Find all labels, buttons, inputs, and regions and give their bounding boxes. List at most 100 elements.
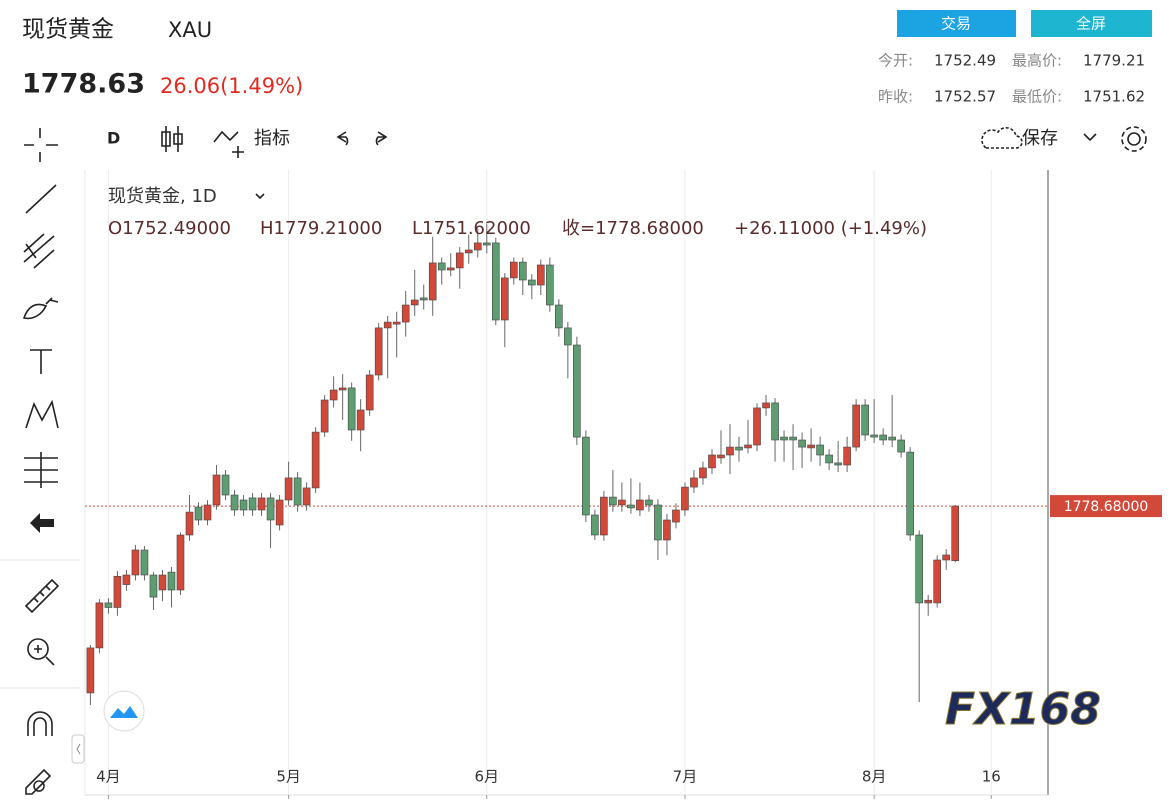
- candle-body: [726, 446, 734, 456]
- line-tool[interactable]: [25, 184, 57, 214]
- candle-body: [203, 504, 212, 521]
- x-tick-label: 5月: [276, 768, 301, 786]
- magnet-tool[interactable]: [27, 711, 53, 736]
- stat-label: 昨收:: [878, 88, 913, 106]
- symbol: XAU: [168, 18, 212, 42]
- settings-icon[interactable]: [1127, 132, 1141, 146]
- plot-area: [85, 170, 1048, 799]
- indicator-icon[interactable]: [213, 130, 244, 158]
- fullscreen-button-label[interactable]: 全屏: [1076, 15, 1106, 33]
- candle-body: [194, 506, 203, 521]
- candle-body: [293, 477, 302, 506]
- candle-body: [302, 487, 311, 506]
- stat-value: 1752.57: [934, 88, 996, 106]
- drawing-toolbar: [0, 184, 85, 795]
- fullscreen-button[interactable]: [1031, 10, 1152, 37]
- candle-body: [464, 249, 473, 254]
- candle-body: [482, 242, 491, 246]
- chart-type-icon[interactable]: [161, 126, 183, 152]
- candle-body: [113, 575, 122, 608]
- candle-body: [951, 505, 960, 561]
- settings-gear[interactable]: [1121, 126, 1147, 152]
- ohlc-label: H1779.21000: [260, 218, 382, 239]
- interval[interactable]: D: [107, 129, 120, 148]
- candle-body: [600, 496, 608, 536]
- candle-body: [636, 499, 644, 511]
- candle-body: [383, 321, 392, 329]
- candle-body: [789, 436, 797, 441]
- zoom-tool-plus: [34, 645, 55, 666]
- interval-chevron[interactable]: [255, 193, 265, 200]
- chart-title: 现货黄金, 1D: [108, 186, 217, 207]
- stat-value: 1779.21: [1083, 52, 1145, 70]
- logo-icon: [110, 706, 138, 718]
- candle-body: [428, 262, 437, 301]
- ohlc-label: O1752.49000: [108, 218, 231, 239]
- candle-body: [528, 279, 536, 286]
- candle-body: [374, 327, 383, 376]
- candle-body: [924, 599, 932, 604]
- indicators-button[interactable]: 指标: [254, 128, 290, 149]
- candle-body: [212, 474, 221, 506]
- candle-body: [86, 647, 95, 694]
- pattern-tool[interactable]: [25, 399, 59, 429]
- fib-tool[interactable]: [23, 233, 55, 269]
- brush-tool[interactable]: [22, 297, 59, 320]
- candle-body: [807, 444, 815, 449]
- candle-body: [654, 504, 662, 541]
- candle-body: [591, 514, 599, 536]
- stat-label: 今开:: [878, 52, 913, 70]
- candle-body: [933, 559, 941, 604]
- ohlc-legend: O1752.49000 H1779.21000 L1751.62000 收=1778.…: [108, 218, 927, 239]
- candle-body: [672, 509, 680, 523]
- text-tool[interactable]: [30, 349, 52, 374]
- candle-body: [311, 431, 320, 489]
- candle-body: [401, 304, 410, 323]
- candle-body: [455, 252, 464, 269]
- x-tick-label: 16: [982, 768, 1001, 786]
- candle-body: [131, 549, 140, 576]
- candle-body: [609, 496, 617, 506]
- candle-body: [122, 574, 131, 585]
- save-button[interactable]: 保存: [1022, 128, 1058, 149]
- candle-body: [753, 407, 761, 446]
- candle-body: [419, 297, 428, 301]
- back-icon[interactable]: [30, 513, 54, 533]
- candle-body: [329, 389, 338, 401]
- candle-body: [185, 511, 194, 536]
- candle-body: [708, 454, 716, 469]
- candle-body: [663, 519, 671, 541]
- ruler-tool[interactable]: [24, 578, 60, 614]
- watermark: FX168: [945, 684, 1101, 735]
- candle-body: [915, 534, 923, 604]
- candle-body: [906, 451, 914, 536]
- save-menu[interactable]: [1083, 133, 1097, 142]
- candle-body: [843, 446, 851, 466]
- candle-body: [627, 504, 635, 509]
- candle-body: [410, 299, 419, 306]
- candle-body: [681, 486, 689, 511]
- ohlc-label: +26.11000 (+1.49%): [734, 218, 927, 239]
- candle-body: [500, 277, 509, 321]
- candle-body: [347, 387, 356, 431]
- cloud-save-icon[interactable]: [981, 127, 1023, 149]
- crosshair-tool[interactable]: [24, 128, 58, 162]
- candle-body: [230, 494, 239, 511]
- candle-body: [320, 399, 329, 433]
- candle-body: [762, 402, 770, 409]
- zoom-tool[interactable]: [27, 638, 49, 660]
- trade-button-label[interactable]: 交易: [941, 15, 971, 33]
- candle-body: [275, 499, 284, 526]
- candle-body: [491, 242, 500, 321]
- undo-redo[interactable]: [336, 131, 388, 146]
- candle-body: [239, 499, 248, 511]
- collapse-toolbar[interactable]: [71, 734, 85, 764]
- ohlc-label: L1751.62000: [412, 218, 531, 239]
- lock-draw-tool[interactable]: [25, 768, 52, 795]
- prediction-tool[interactable]: [24, 452, 58, 488]
- candle-body: [888, 436, 896, 441]
- candle-body: [338, 387, 347, 391]
- last-price-label: 1778.68000: [1064, 499, 1149, 515]
- trade-button[interactable]: [897, 10, 1016, 37]
